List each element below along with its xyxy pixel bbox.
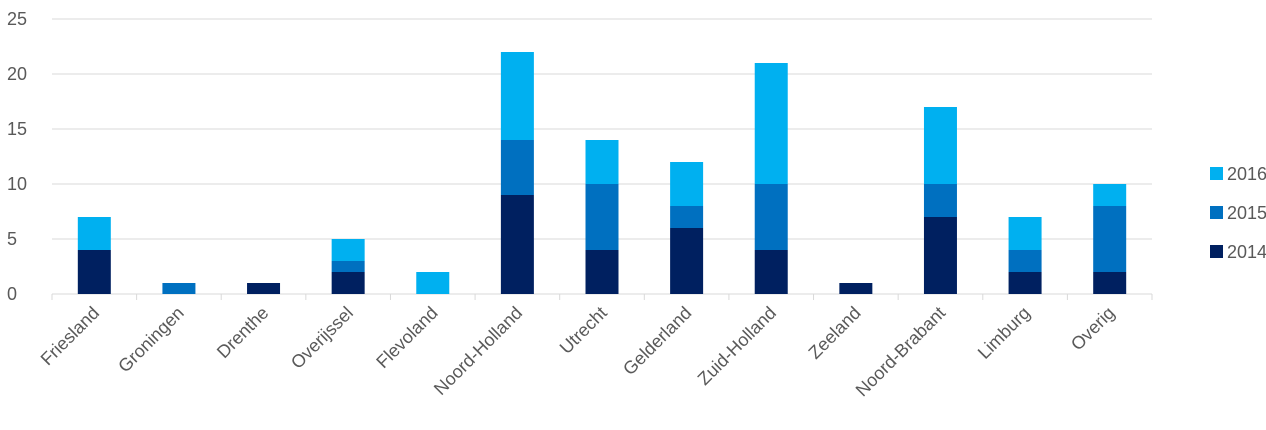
- bar-2015-noord-holland: [500, 140, 534, 195]
- bar-2014-overijssel: [331, 272, 365, 294]
- legend: 2016 2015 2014: [1210, 164, 1266, 262]
- x-tick-label: Groningen: [114, 303, 188, 377]
- x-tick-label: Zeeland: [805, 303, 865, 363]
- y-tick-label: 15: [7, 119, 27, 139]
- legend-swatch-2016: [1210, 167, 1223, 180]
- bar-2016-utrecht: [585, 140, 619, 184]
- x-tick-label: Overijssel: [287, 303, 357, 373]
- x-axis-ticks: Friesland Groningen Drenthe Overijssel Flevo…: [37, 303, 1119, 401]
- x-tick-label: Noord-Brabant: [852, 303, 950, 401]
- x-tick-label: Flevoland: [372, 303, 441, 372]
- y-tick-label: 10: [7, 174, 27, 194]
- x-tick-label: Noord-Holland: [430, 303, 526, 399]
- bar-2016-limburg: [1008, 217, 1042, 250]
- bar-2014-noord-brabant: [923, 217, 957, 294]
- bar-2015-gelderland: [670, 206, 704, 228]
- bars: [51, 52, 1153, 300]
- x-tick-label: Limburg: [974, 303, 1034, 363]
- bar-2015-groningen: [162, 283, 196, 294]
- legend-swatch-2015: [1210, 206, 1223, 219]
- bar-2015-overig: [1093, 206, 1127, 272]
- bar-2014-gelderland: [670, 228, 704, 294]
- bar-2015-limburg: [1008, 250, 1042, 272]
- y-tick-label: 25: [7, 9, 27, 29]
- bar-2016-overijssel: [331, 239, 365, 261]
- legend-label-2016: 2016: [1227, 164, 1266, 184]
- bar-2014-zeeland: [839, 283, 873, 294]
- x-tick-label: Zuid-Holland: [694, 303, 780, 389]
- bar-2015-noord-brabant: [923, 184, 957, 217]
- y-tick-label: 0: [7, 284, 17, 304]
- bar-2015-utrecht: [585, 184, 619, 250]
- bar-2016-overig: [1093, 184, 1127, 206]
- x-tick-label: Drenthe: [213, 303, 272, 362]
- bar-2014-utrecht: [585, 250, 619, 294]
- legend-swatch-2014: [1210, 245, 1223, 258]
- x-tick-label: Overig: [1067, 303, 1119, 355]
- bar-2014-limburg: [1008, 272, 1042, 294]
- bar-2015-overijssel: [331, 261, 365, 272]
- bar-2016-gelderland: [670, 162, 704, 206]
- legend-label-2014: 2014: [1227, 242, 1266, 262]
- bar-2014-overig: [1093, 272, 1127, 294]
- bar-2014-noord-holland: [500, 195, 534, 294]
- bar-2015-zuid-holland: [754, 184, 788, 250]
- x-tick-label: Friesland: [37, 303, 103, 369]
- bar-2016-friesland: [77, 217, 111, 250]
- bar-2016-zuid-holland: [754, 63, 788, 184]
- y-axis-ticks: 0 5 10 15 20 25: [7, 9, 27, 304]
- bar-2014-drenthe: [247, 283, 281, 294]
- x-tick-label: Utrecht: [556, 303, 611, 358]
- bar-2014-zuid-holland: [754, 250, 788, 294]
- x-tick-label: Gelderland: [619, 303, 695, 379]
- y-tick-label: 5: [7, 229, 17, 249]
- y-tick-label: 20: [7, 64, 27, 84]
- legend-label-2015: 2015: [1227, 203, 1266, 223]
- bar-2014-friesland: [77, 250, 111, 294]
- bar-2016-noord-holland: [500, 52, 534, 140]
- bar-2016-flevoland: [416, 272, 450, 294]
- bar-2016-noord-brabant: [923, 107, 957, 184]
